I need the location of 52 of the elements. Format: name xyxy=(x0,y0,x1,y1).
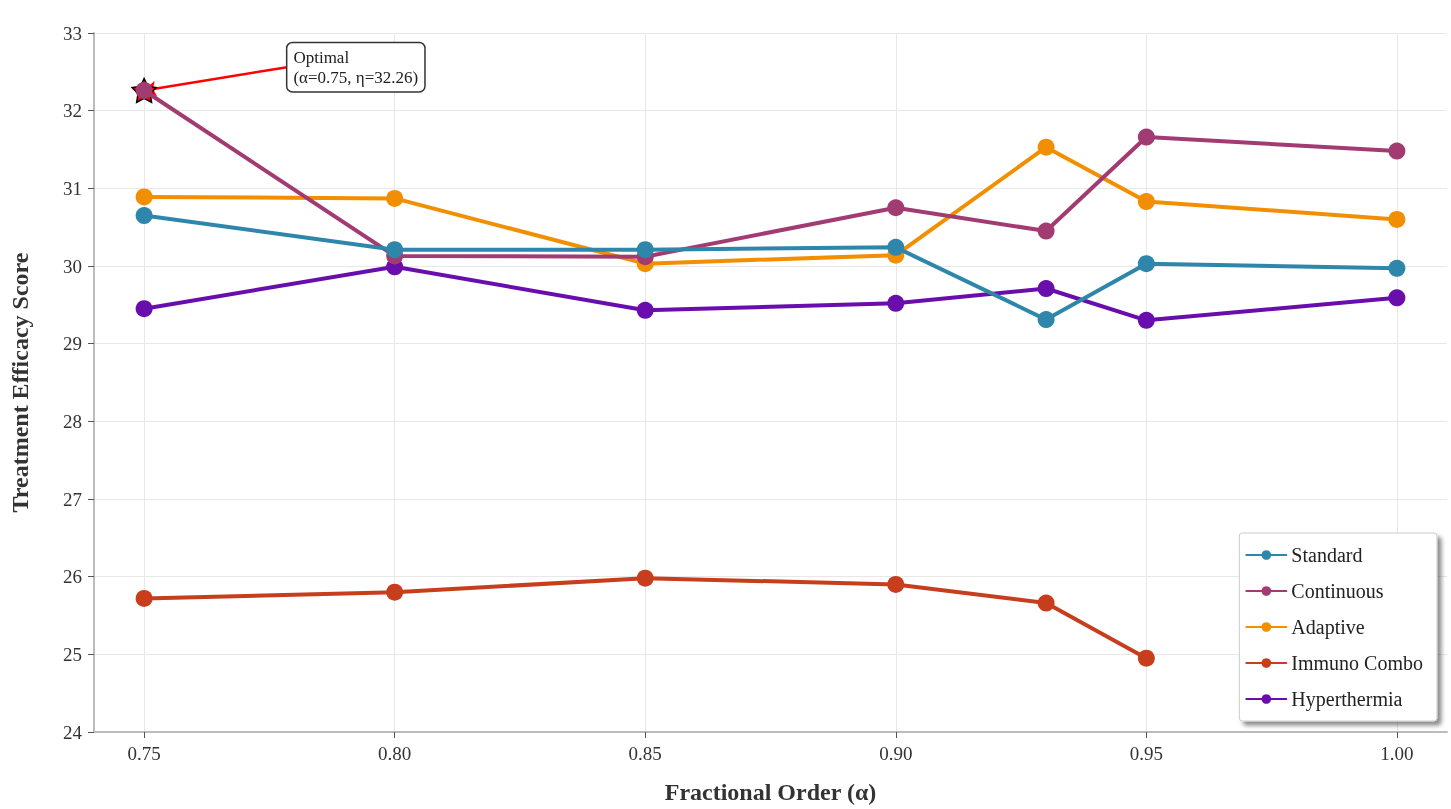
y-tick-label: 31 xyxy=(63,177,82,199)
point xyxy=(1137,649,1155,667)
x-tick-label: 1.00 xyxy=(1380,743,1414,764)
point xyxy=(1037,311,1055,329)
y-tick-label: 26 xyxy=(63,566,82,588)
point xyxy=(1037,138,1055,156)
point xyxy=(1137,128,1155,146)
x-axis-title: Fractional Order (α) xyxy=(664,779,877,805)
point xyxy=(887,238,905,256)
y-tick-label: 27 xyxy=(63,488,82,510)
point xyxy=(636,241,654,259)
point xyxy=(887,294,905,312)
x-tick-label: 0.75 xyxy=(127,743,161,764)
point xyxy=(1137,193,1155,211)
legend-label: Standard xyxy=(1291,544,1363,566)
point xyxy=(386,189,404,207)
y-axis-title: Treatment Efficacy Score xyxy=(7,252,33,513)
x-tick-label: 0.80 xyxy=(378,743,412,764)
point xyxy=(1037,222,1055,240)
point xyxy=(1137,311,1155,329)
y-tick-label: 25 xyxy=(63,643,82,665)
x-tick-label: 0.90 xyxy=(879,743,913,764)
legend-label: Hyperthermia xyxy=(1291,688,1403,711)
point xyxy=(887,575,905,593)
y-tick-label: 29 xyxy=(63,333,82,355)
y-tick-label: 28 xyxy=(63,410,82,432)
annotation: Optimal (α=0.75, η=32.26) xyxy=(293,47,419,87)
x-tick-label: 0.85 xyxy=(628,743,662,764)
point xyxy=(1388,259,1406,277)
point xyxy=(135,589,153,607)
point xyxy=(135,300,153,318)
point xyxy=(636,301,654,319)
point xyxy=(887,199,905,217)
legend-label: Continuous xyxy=(1291,580,1384,602)
y-tick-label: 32 xyxy=(63,100,82,122)
point xyxy=(1388,210,1406,228)
point xyxy=(135,188,153,206)
point xyxy=(1388,142,1406,160)
y-tick-label: 33 xyxy=(63,22,82,44)
point xyxy=(1388,289,1406,307)
point xyxy=(1137,255,1155,273)
point xyxy=(386,583,404,601)
x-tick-label: 0.95 xyxy=(1129,743,1163,764)
point xyxy=(135,207,153,225)
legend-label: Immuno Combo xyxy=(1291,652,1423,674)
point xyxy=(636,569,654,587)
legend-label: Adaptive xyxy=(1291,616,1365,639)
point xyxy=(386,241,404,259)
y-tick-label: 30 xyxy=(63,255,82,277)
point xyxy=(1037,594,1055,612)
y-tick-label: 24 xyxy=(63,721,83,743)
point xyxy=(1037,280,1055,298)
